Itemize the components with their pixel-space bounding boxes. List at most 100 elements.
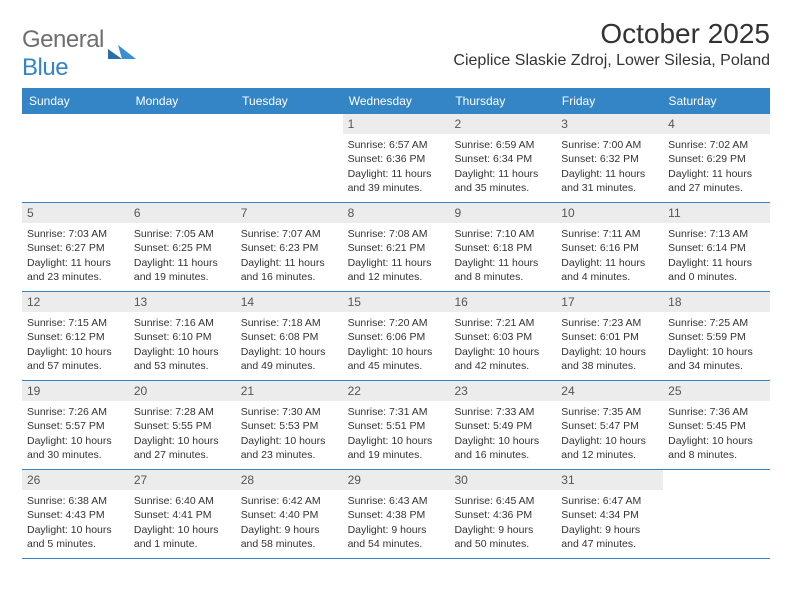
sunset-text: Sunset: 5:51 PM (348, 419, 445, 433)
day-header-cell: Saturday (662, 89, 769, 113)
day-number: 1 (343, 114, 450, 134)
sunset-text: Sunset: 6:10 PM (134, 330, 231, 344)
day-cell: 20Sunrise: 7:28 AMSunset: 5:55 PMDayligh… (129, 381, 236, 469)
logo-word2: Blue (22, 54, 68, 81)
sunset-text: Sunset: 5:45 PM (668, 419, 765, 433)
day-cell: 28Sunrise: 6:42 AMSunset: 4:40 PMDayligh… (236, 470, 343, 558)
empty-cell (663, 470, 770, 558)
sunrise-text: Sunrise: 7:33 AM (454, 405, 551, 419)
sunrise-text: Sunrise: 7:36 AM (668, 405, 765, 419)
day-cell: 11Sunrise: 7:13 AMSunset: 6:14 PMDayligh… (663, 203, 770, 291)
sunrise-text: Sunrise: 7:23 AM (561, 316, 658, 330)
header: General Blue October 2025 Cieplice Slask… (22, 18, 770, 82)
daylight-text: Daylight: 10 hours and 45 minutes. (348, 345, 445, 373)
sunset-text: Sunset: 4:41 PM (134, 508, 231, 522)
day-number: 17 (556, 292, 663, 312)
day-number: 16 (449, 292, 556, 312)
day-cell: 9Sunrise: 7:10 AMSunset: 6:18 PMDaylight… (449, 203, 556, 291)
day-number: 25 (663, 381, 770, 401)
daylight-text: Daylight: 10 hours and 5 minutes. (27, 523, 124, 551)
day-number: 31 (556, 470, 663, 490)
daylight-text: Daylight: 11 hours and 0 minutes. (668, 256, 765, 284)
sunrise-text: Sunrise: 7:30 AM (241, 405, 338, 419)
day-number: 13 (129, 292, 236, 312)
month-title: October 2025 (453, 18, 770, 50)
sunrise-text: Sunrise: 6:42 AM (241, 494, 338, 508)
day-cell: 8Sunrise: 7:08 AMSunset: 6:21 PMDaylight… (343, 203, 450, 291)
day-cell: 17Sunrise: 7:23 AMSunset: 6:01 PMDayligh… (556, 292, 663, 380)
sunrise-text: Sunrise: 6:40 AM (134, 494, 231, 508)
sunrise-text: Sunrise: 7:13 AM (668, 227, 765, 241)
logo-text: General Blue (22, 26, 104, 82)
day-header-cell: Tuesday (236, 89, 343, 113)
daylight-text: Daylight: 10 hours and 38 minutes. (561, 345, 658, 373)
daylight-text: Daylight: 11 hours and 35 minutes. (454, 167, 551, 195)
day-cell: 10Sunrise: 7:11 AMSunset: 6:16 PMDayligh… (556, 203, 663, 291)
day-header-cell: Friday (556, 89, 663, 113)
sunset-text: Sunset: 6:18 PM (454, 241, 551, 255)
daylight-text: Daylight: 10 hours and 23 minutes. (241, 434, 338, 462)
day-cell: 26Sunrise: 6:38 AMSunset: 4:43 PMDayligh… (22, 470, 129, 558)
sunset-text: Sunset: 6:12 PM (27, 330, 124, 344)
daylight-text: Daylight: 11 hours and 16 minutes. (241, 256, 338, 284)
sunrise-text: Sunrise: 6:45 AM (454, 494, 551, 508)
daylight-text: Daylight: 9 hours and 47 minutes. (561, 523, 658, 551)
day-number: 24 (556, 381, 663, 401)
day-cell: 5Sunrise: 7:03 AMSunset: 6:27 PMDaylight… (22, 203, 129, 291)
empty-cell (129, 114, 236, 202)
day-cell: 2Sunrise: 6:59 AMSunset: 6:34 PMDaylight… (449, 114, 556, 202)
sunset-text: Sunset: 5:55 PM (134, 419, 231, 433)
sunrise-text: Sunrise: 7:10 AM (454, 227, 551, 241)
sunrise-text: Sunrise: 7:03 AM (27, 227, 124, 241)
day-number: 12 (22, 292, 129, 312)
sunset-text: Sunset: 6:32 PM (561, 152, 658, 166)
day-header-cell: Wednesday (343, 89, 450, 113)
sunset-text: Sunset: 4:36 PM (454, 508, 551, 522)
day-cell: 27Sunrise: 6:40 AMSunset: 4:41 PMDayligh… (129, 470, 236, 558)
day-cell: 3Sunrise: 7:00 AMSunset: 6:32 PMDaylight… (556, 114, 663, 202)
day-cell: 15Sunrise: 7:20 AMSunset: 6:06 PMDayligh… (343, 292, 450, 380)
sunset-text: Sunset: 6:21 PM (348, 241, 445, 255)
week-row: 5Sunrise: 7:03 AMSunset: 6:27 PMDaylight… (22, 203, 770, 292)
sunset-text: Sunset: 6:03 PM (454, 330, 551, 344)
sunset-text: Sunset: 4:43 PM (27, 508, 124, 522)
day-number: 23 (449, 381, 556, 401)
day-cell: 13Sunrise: 7:16 AMSunset: 6:10 PMDayligh… (129, 292, 236, 380)
daylight-text: Daylight: 11 hours and 19 minutes. (134, 256, 231, 284)
day-number: 19 (22, 381, 129, 401)
week-row: 1Sunrise: 6:57 AMSunset: 6:36 PMDaylight… (22, 114, 770, 203)
day-cell: 22Sunrise: 7:31 AMSunset: 5:51 PMDayligh… (343, 381, 450, 469)
daylight-text: Daylight: 10 hours and 30 minutes. (27, 434, 124, 462)
sunrise-text: Sunrise: 7:31 AM (348, 405, 445, 419)
day-number: 4 (663, 114, 770, 134)
sunrise-text: Sunrise: 6:43 AM (348, 494, 445, 508)
sunset-text: Sunset: 5:47 PM (561, 419, 658, 433)
day-header-cell: Sunday (23, 89, 130, 113)
day-cell: 29Sunrise: 6:43 AMSunset: 4:38 PMDayligh… (343, 470, 450, 558)
daylight-text: Daylight: 9 hours and 58 minutes. (241, 523, 338, 551)
day-number: 6 (129, 203, 236, 223)
sunset-text: Sunset: 4:38 PM (348, 508, 445, 522)
sunrise-text: Sunrise: 7:08 AM (348, 227, 445, 241)
day-cell: 24Sunrise: 7:35 AMSunset: 5:47 PMDayligh… (556, 381, 663, 469)
daylight-text: Daylight: 10 hours and 53 minutes. (134, 345, 231, 373)
sunrise-text: Sunrise: 6:38 AM (27, 494, 124, 508)
day-number: 28 (236, 470, 343, 490)
sunset-text: Sunset: 5:53 PM (241, 419, 338, 433)
sunrise-text: Sunrise: 7:11 AM (561, 227, 658, 241)
day-cell: 25Sunrise: 7:36 AMSunset: 5:45 PMDayligh… (663, 381, 770, 469)
week-row: 12 Sunrise: 7:15 AMSunset: 6:12 PM Dayligh… (22, 292, 770, 381)
day-number: 22 (343, 381, 450, 401)
daylight-text: Daylight: 10 hours and 12 minutes. (561, 434, 658, 462)
sunrise-text: Sunrise: 7:02 AM (668, 138, 765, 152)
day-cell: 12Sunrise: 7:15 AMSunset: 6:12 PMDayligh… (22, 292, 129, 380)
day-number: 9 (449, 203, 556, 223)
daylight-text: Daylight: 9 hours and 54 minutes. (348, 523, 445, 551)
day-header-cell: Thursday (449, 89, 556, 113)
daylight-text: Daylight: 10 hours and 42 minutes. (454, 345, 551, 373)
empty-cell (236, 114, 343, 202)
day-number: 5 (22, 203, 129, 223)
sunset-text: Sunset: 6:14 PM (668, 241, 765, 255)
sunrise-text: Sunrise: 7:15 AM (27, 316, 124, 330)
daylight-text: Daylight: 9 hours and 50 minutes. (454, 523, 551, 551)
